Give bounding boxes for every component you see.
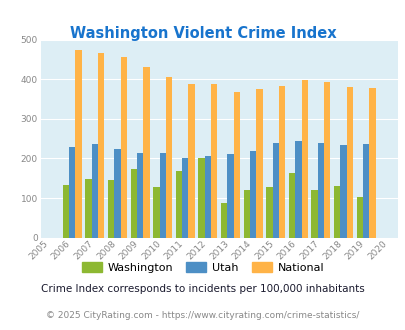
Bar (294, 141, 301, 238)
Bar (311, 190, 317, 238)
Legend: Washington, Utah, National: Washington, Utah, National (77, 258, 328, 278)
Bar (85, 179, 92, 238)
Bar (198, 158, 204, 238)
Bar (346, 87, 352, 238)
Bar (249, 151, 256, 238)
Bar (243, 190, 249, 238)
Bar (92, 144, 98, 238)
Bar (166, 77, 172, 238)
Bar (108, 180, 114, 238)
Bar (69, 147, 75, 238)
Bar (333, 186, 340, 238)
Bar (63, 185, 69, 238)
Bar (256, 89, 262, 238)
Bar (204, 156, 211, 238)
Bar (288, 173, 294, 238)
Bar (362, 144, 369, 238)
Bar (188, 84, 194, 238)
Bar (175, 171, 182, 238)
Bar (211, 84, 217, 238)
Bar (182, 158, 188, 238)
Text: Crime Index corresponds to incidents per 100,000 inhabitants: Crime Index corresponds to incidents per… (41, 284, 364, 294)
Bar (143, 67, 149, 238)
Bar (278, 85, 285, 238)
Bar (233, 92, 239, 238)
Text: Washington Violent Crime Index: Washington Violent Crime Index (70, 26, 335, 41)
Bar (136, 153, 143, 238)
Bar (130, 170, 136, 238)
Bar (114, 149, 120, 238)
Bar (120, 57, 127, 238)
Bar (323, 82, 330, 238)
Bar (272, 143, 278, 238)
Bar (220, 203, 227, 238)
Bar (266, 187, 272, 238)
Text: © 2025 CityRating.com - https://www.cityrating.com/crime-statistics/: © 2025 CityRating.com - https://www.city… (46, 312, 359, 320)
Bar (317, 143, 323, 238)
Bar (227, 154, 233, 238)
Bar (301, 81, 307, 238)
Bar (340, 145, 346, 238)
Bar (159, 153, 166, 238)
Bar (98, 53, 104, 238)
Bar (369, 87, 375, 238)
Bar (356, 197, 362, 238)
Bar (75, 50, 81, 238)
Bar (153, 187, 159, 238)
